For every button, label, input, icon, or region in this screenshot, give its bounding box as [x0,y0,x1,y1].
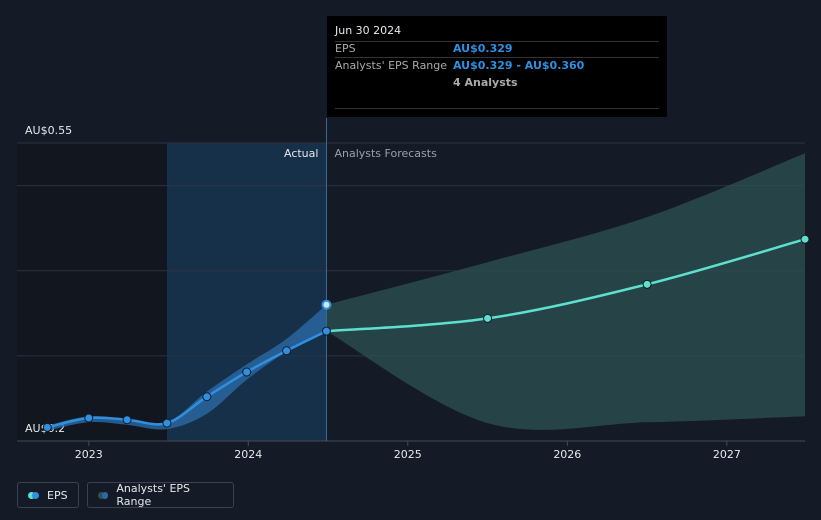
y-tick-label: AU$0.55 [25,124,72,137]
tooltip-date: Jun 30 2024 [335,24,402,37]
eps-point [42,422,52,432]
tooltip-value: AU$0.329 [453,42,513,55]
range-band [326,153,805,430]
past-background [17,143,167,441]
actual-label: Actual [284,147,318,160]
eps-line [326,238,806,333]
divider [335,108,659,109]
eps-point [642,279,652,289]
x-tick-label: 2024 [234,448,262,461]
divider [335,57,659,58]
divider [335,41,659,42]
chart: AU$0.55AU$0.220232024202520262027ActualA… [17,118,810,461]
eps-point [282,346,292,356]
tooltip-label: EPS [335,42,356,55]
x-tick-label: 2025 [394,448,422,461]
legend-eps[interactable]: EPS [17,482,79,508]
eps-point [483,313,493,323]
tooltip-label: Analysts' EPS Range [335,59,448,72]
eps-point [84,413,94,423]
legend-label: EPS [47,488,68,502]
legend-label: Analysts' EPS Range [116,482,191,508]
eps-point [122,415,132,425]
range-high-point [321,299,332,310]
legend-range[interactable]: Analysts' EPS Range [87,482,234,508]
eps-point [242,367,252,377]
eps-point [321,326,331,336]
eps-point [162,418,172,428]
eps-point [800,234,810,244]
tooltip-value: AU$0.329 - AU$0.360 [453,59,585,72]
forecast-label: Analysts Forecasts [334,147,437,160]
eps-point [202,392,212,402]
tooltip: Jun 30 2024 EPS AU$0.329 Analysts' EPS R… [327,16,667,117]
x-tick-label: 2027 [713,448,741,461]
x-tick-label: 2026 [553,448,581,461]
tooltip-analysts: 4 Analysts [453,76,518,89]
x-tick-label: 2023 [75,448,103,461]
actual-highlight [166,143,327,441]
